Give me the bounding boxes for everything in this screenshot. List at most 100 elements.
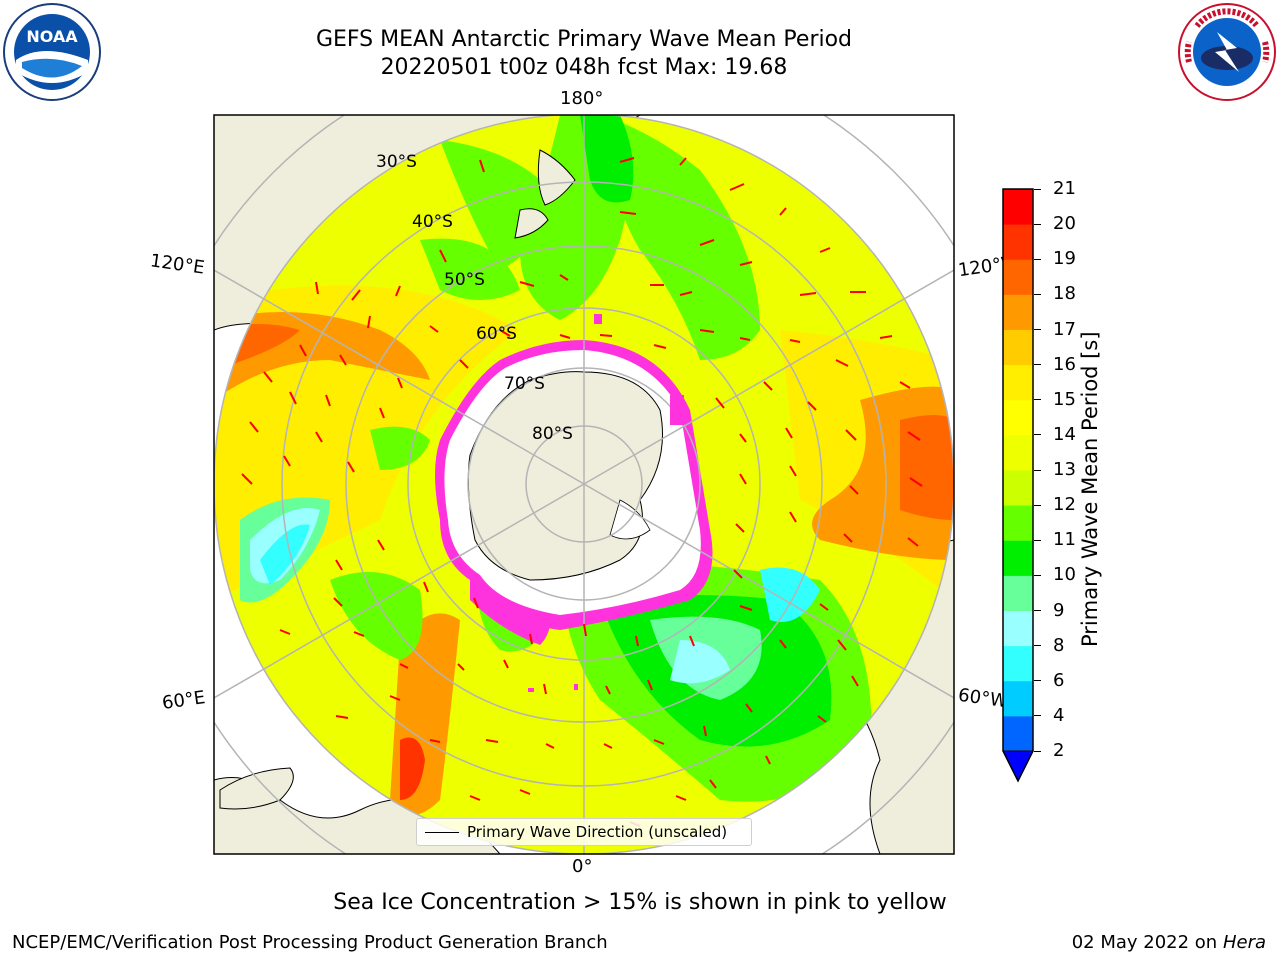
colorbar-under-triangle xyxy=(1002,750,1034,783)
arrow-mark xyxy=(817,715,827,723)
colorbar-tick-mark xyxy=(1034,610,1041,611)
arrow-mark xyxy=(789,339,801,343)
arrow-mark xyxy=(367,315,371,329)
colorbar-tick-label: 10 xyxy=(1053,564,1076,586)
colorbar-segment xyxy=(1003,224,1033,260)
lat-label-30s: 30°S xyxy=(376,152,417,172)
arrow-mark xyxy=(785,427,793,439)
arrow-mark xyxy=(789,511,797,523)
arrow-mark xyxy=(347,461,355,473)
arrow-mark xyxy=(907,431,921,441)
lat-label-50s: 50°S xyxy=(444,270,485,290)
colorbar-tick-label: 4 xyxy=(1053,704,1065,726)
arrow-mark xyxy=(377,539,385,551)
colorbar-tick-label: 9 xyxy=(1053,599,1065,621)
colorbar-label: Primary Wave Mean Period [s] xyxy=(1078,331,1102,647)
arrow-mark xyxy=(635,635,639,647)
colorbar-tick-label: 8 xyxy=(1053,634,1065,656)
arrow-mark xyxy=(545,743,555,749)
arrow-mark xyxy=(909,477,923,487)
arrow-mark xyxy=(845,429,857,441)
lat-label-40s: 40°S xyxy=(412,212,453,232)
arrow-mark xyxy=(457,663,465,671)
arrow-mark xyxy=(335,715,349,719)
arrow-mark xyxy=(679,157,687,166)
colorbar-segment xyxy=(1003,364,1033,401)
colorbar-tick-label: 13 xyxy=(1053,459,1076,480)
arrow-mark xyxy=(299,344,307,357)
arrow-mark xyxy=(241,473,253,485)
arrow-mark xyxy=(709,779,717,789)
map-subtitle: 20220501 t00z 048h fcst Max: 19.68 xyxy=(380,55,788,80)
arrow-mark xyxy=(429,739,441,743)
arrow-mark xyxy=(395,285,401,297)
arrow-mark xyxy=(675,795,687,801)
arrow-mark xyxy=(459,359,469,369)
arrow-mark xyxy=(807,401,817,411)
arrow-mark xyxy=(379,407,385,419)
arrow-mark xyxy=(333,597,343,607)
arrow-mark xyxy=(529,633,533,645)
credit-text: NCEP/EMC/Verification Post Processing Pr… xyxy=(12,932,608,953)
arrow-mark xyxy=(499,329,511,337)
arrow-mark xyxy=(763,381,773,391)
arrow-mark xyxy=(779,207,787,216)
nws-logo xyxy=(1178,3,1276,101)
arrow-mark xyxy=(283,455,291,467)
arrow-mark xyxy=(679,291,693,296)
colorbar-tick-label: 16 xyxy=(1053,353,1076,375)
arrow-mark xyxy=(263,371,273,383)
arrow-mark xyxy=(351,289,361,301)
arrow-mark xyxy=(279,629,291,635)
arrow-mark xyxy=(907,537,919,547)
arrow-mark xyxy=(899,381,911,389)
arrow-mark xyxy=(733,569,743,579)
arrow-mark xyxy=(325,394,331,407)
arrow-mark xyxy=(605,685,611,695)
arrow-mark xyxy=(739,337,751,341)
arrow-mark xyxy=(735,523,745,533)
colorbar-tick-label: 21 xyxy=(1053,178,1076,199)
arrow-mark xyxy=(469,795,481,801)
date-text: 02 May 2022 on Hera xyxy=(1072,932,1266,953)
arrow-mark xyxy=(429,325,439,333)
colorbar-tick-mark xyxy=(1034,293,1041,295)
arrow-mark xyxy=(739,605,753,611)
colorbar-tick-label: 17 xyxy=(1053,318,1076,340)
colorbar-segment xyxy=(1003,259,1033,295)
arrow-mark xyxy=(703,725,707,737)
arrow-mark xyxy=(339,354,347,366)
arrow-mark xyxy=(289,391,297,405)
arrow-mark xyxy=(583,623,587,637)
arrow-mark xyxy=(249,421,259,433)
arrow-mark xyxy=(851,675,859,687)
colorbar-segment xyxy=(1003,575,1033,611)
arrow-mark xyxy=(353,631,365,637)
colorbar-tick-label: 19 xyxy=(1053,248,1076,270)
colorbar xyxy=(1002,188,1034,783)
madagascar-landmass xyxy=(219,767,294,810)
machine-name: Hera xyxy=(1222,932,1266,953)
arrow-mark xyxy=(789,465,797,477)
sea-ice-note: Sea Ice Concentration > 15% is shown in … xyxy=(333,890,947,915)
arrow-mark xyxy=(397,377,403,389)
arrow-mark xyxy=(779,639,787,649)
arrow-mark xyxy=(543,683,547,695)
colorbar-tick-mark xyxy=(1034,750,1041,752)
colorbar-segment xyxy=(1003,505,1033,541)
colorbar-tick-mark xyxy=(1034,574,1041,576)
arrow-mark xyxy=(739,261,753,266)
colorbar-segment xyxy=(1003,715,1033,752)
arrow-mark xyxy=(519,789,531,795)
date-value: 02 May 2022 on xyxy=(1071,932,1218,953)
colorbar-segment xyxy=(1003,645,1033,682)
colorbar-tick-mark xyxy=(1034,539,1041,541)
colorbar-tick-label: 20 xyxy=(1053,213,1076,235)
arrow-mark xyxy=(879,335,893,339)
colorbar-tick-mark xyxy=(1034,258,1041,260)
arrow-mark xyxy=(715,397,725,409)
legend-line-swatch xyxy=(425,831,459,833)
arrow-mark xyxy=(315,431,323,443)
lat-label-60s: 60°S xyxy=(476,324,517,344)
lat-label-80s: 80°S xyxy=(532,424,573,444)
